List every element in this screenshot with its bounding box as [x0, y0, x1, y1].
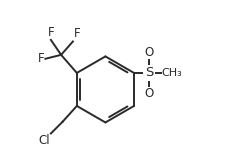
Text: O: O: [144, 46, 154, 59]
Text: F: F: [48, 26, 54, 39]
Text: CH₃: CH₃: [161, 68, 182, 78]
Text: O: O: [144, 87, 154, 100]
Text: Cl: Cl: [38, 134, 50, 147]
Text: S: S: [145, 66, 153, 79]
Text: F: F: [38, 52, 44, 65]
Text: F: F: [74, 27, 80, 40]
